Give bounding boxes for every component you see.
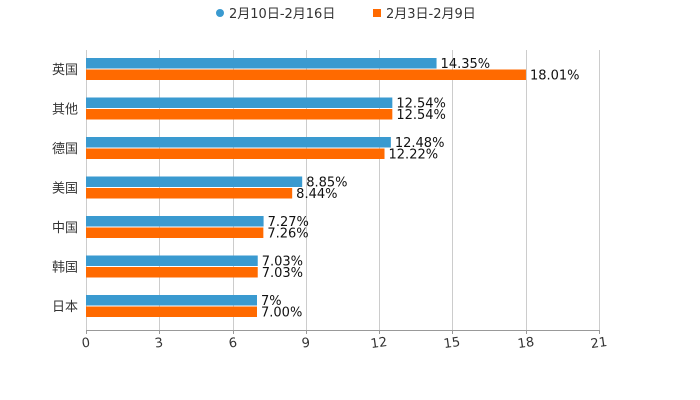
data-label: 7.26% [267,227,308,242]
x-tick-label: 18 [517,335,535,352]
legend-label-series-1: 2月10日-2月16日 [229,7,335,22]
category-label: 其他 [52,103,78,118]
data-label: 8.85% [306,176,347,191]
value-labels: 14.35% 18.01% 12.54%12.54% 12.48%12.22% 8.85… [261,57,580,321]
category-label: 韩国 [52,261,78,276]
bar-series-1 [86,137,391,148]
legend-label-series-2: 2月3日-2月9日 [386,7,476,22]
legend: 2月10日-2月16日 2月3日-2月9日 [216,7,476,22]
bar-series-2 [86,227,264,238]
data-label: 7.27% [268,215,309,230]
x-tick-label: 21 [590,335,608,352]
x-tick-label: 15 [443,335,461,352]
bar-series-2 [86,267,258,278]
data-label: 7% [261,294,282,309]
category-label: 美国 [52,182,78,197]
category-label: 德国 [52,142,78,157]
bar-series-2 [86,109,393,120]
legend-marker-series-1 [216,9,224,17]
bar-series-2 [86,69,526,80]
category-label: 英国 [52,63,78,78]
data-label: 7.03% [262,266,303,281]
data-label: 7.00% [261,306,302,321]
category-label: 日本 [52,300,78,315]
data-label: 7.03% [262,255,303,270]
data-label: 12.54% [396,108,446,123]
bar-series-1 [86,97,393,108]
legend-marker-series-2 [373,9,381,17]
category-label: 中国 [52,221,78,236]
bar-series-2 [86,148,385,159]
x-tick-label: 9 [301,336,311,352]
x-tick-label: 3 [154,336,164,352]
data-label: 18.01% [530,69,580,84]
data-label: 12.48% [395,136,445,151]
data-label: 12.22% [389,148,439,163]
bar-series-2 [86,306,257,317]
bar-series-1 [86,295,257,306]
bar-series-1 [86,255,258,266]
data-label: 12.54% [396,97,446,112]
bar-series-1 [86,58,437,69]
data-label: 8.44% [296,187,337,202]
x-axis: 0 3 6 9 12 15 18 21 [81,330,608,352]
x-tick-label: 0 [81,336,91,352]
data-label: 14.35% [441,57,491,72]
x-tick-label: 6 [228,336,238,352]
bars [86,58,526,317]
bar-series-1 [86,216,264,227]
x-tick-label: 12 [370,335,388,352]
bar-series-1 [86,176,303,187]
bar-series-2 [86,188,293,199]
